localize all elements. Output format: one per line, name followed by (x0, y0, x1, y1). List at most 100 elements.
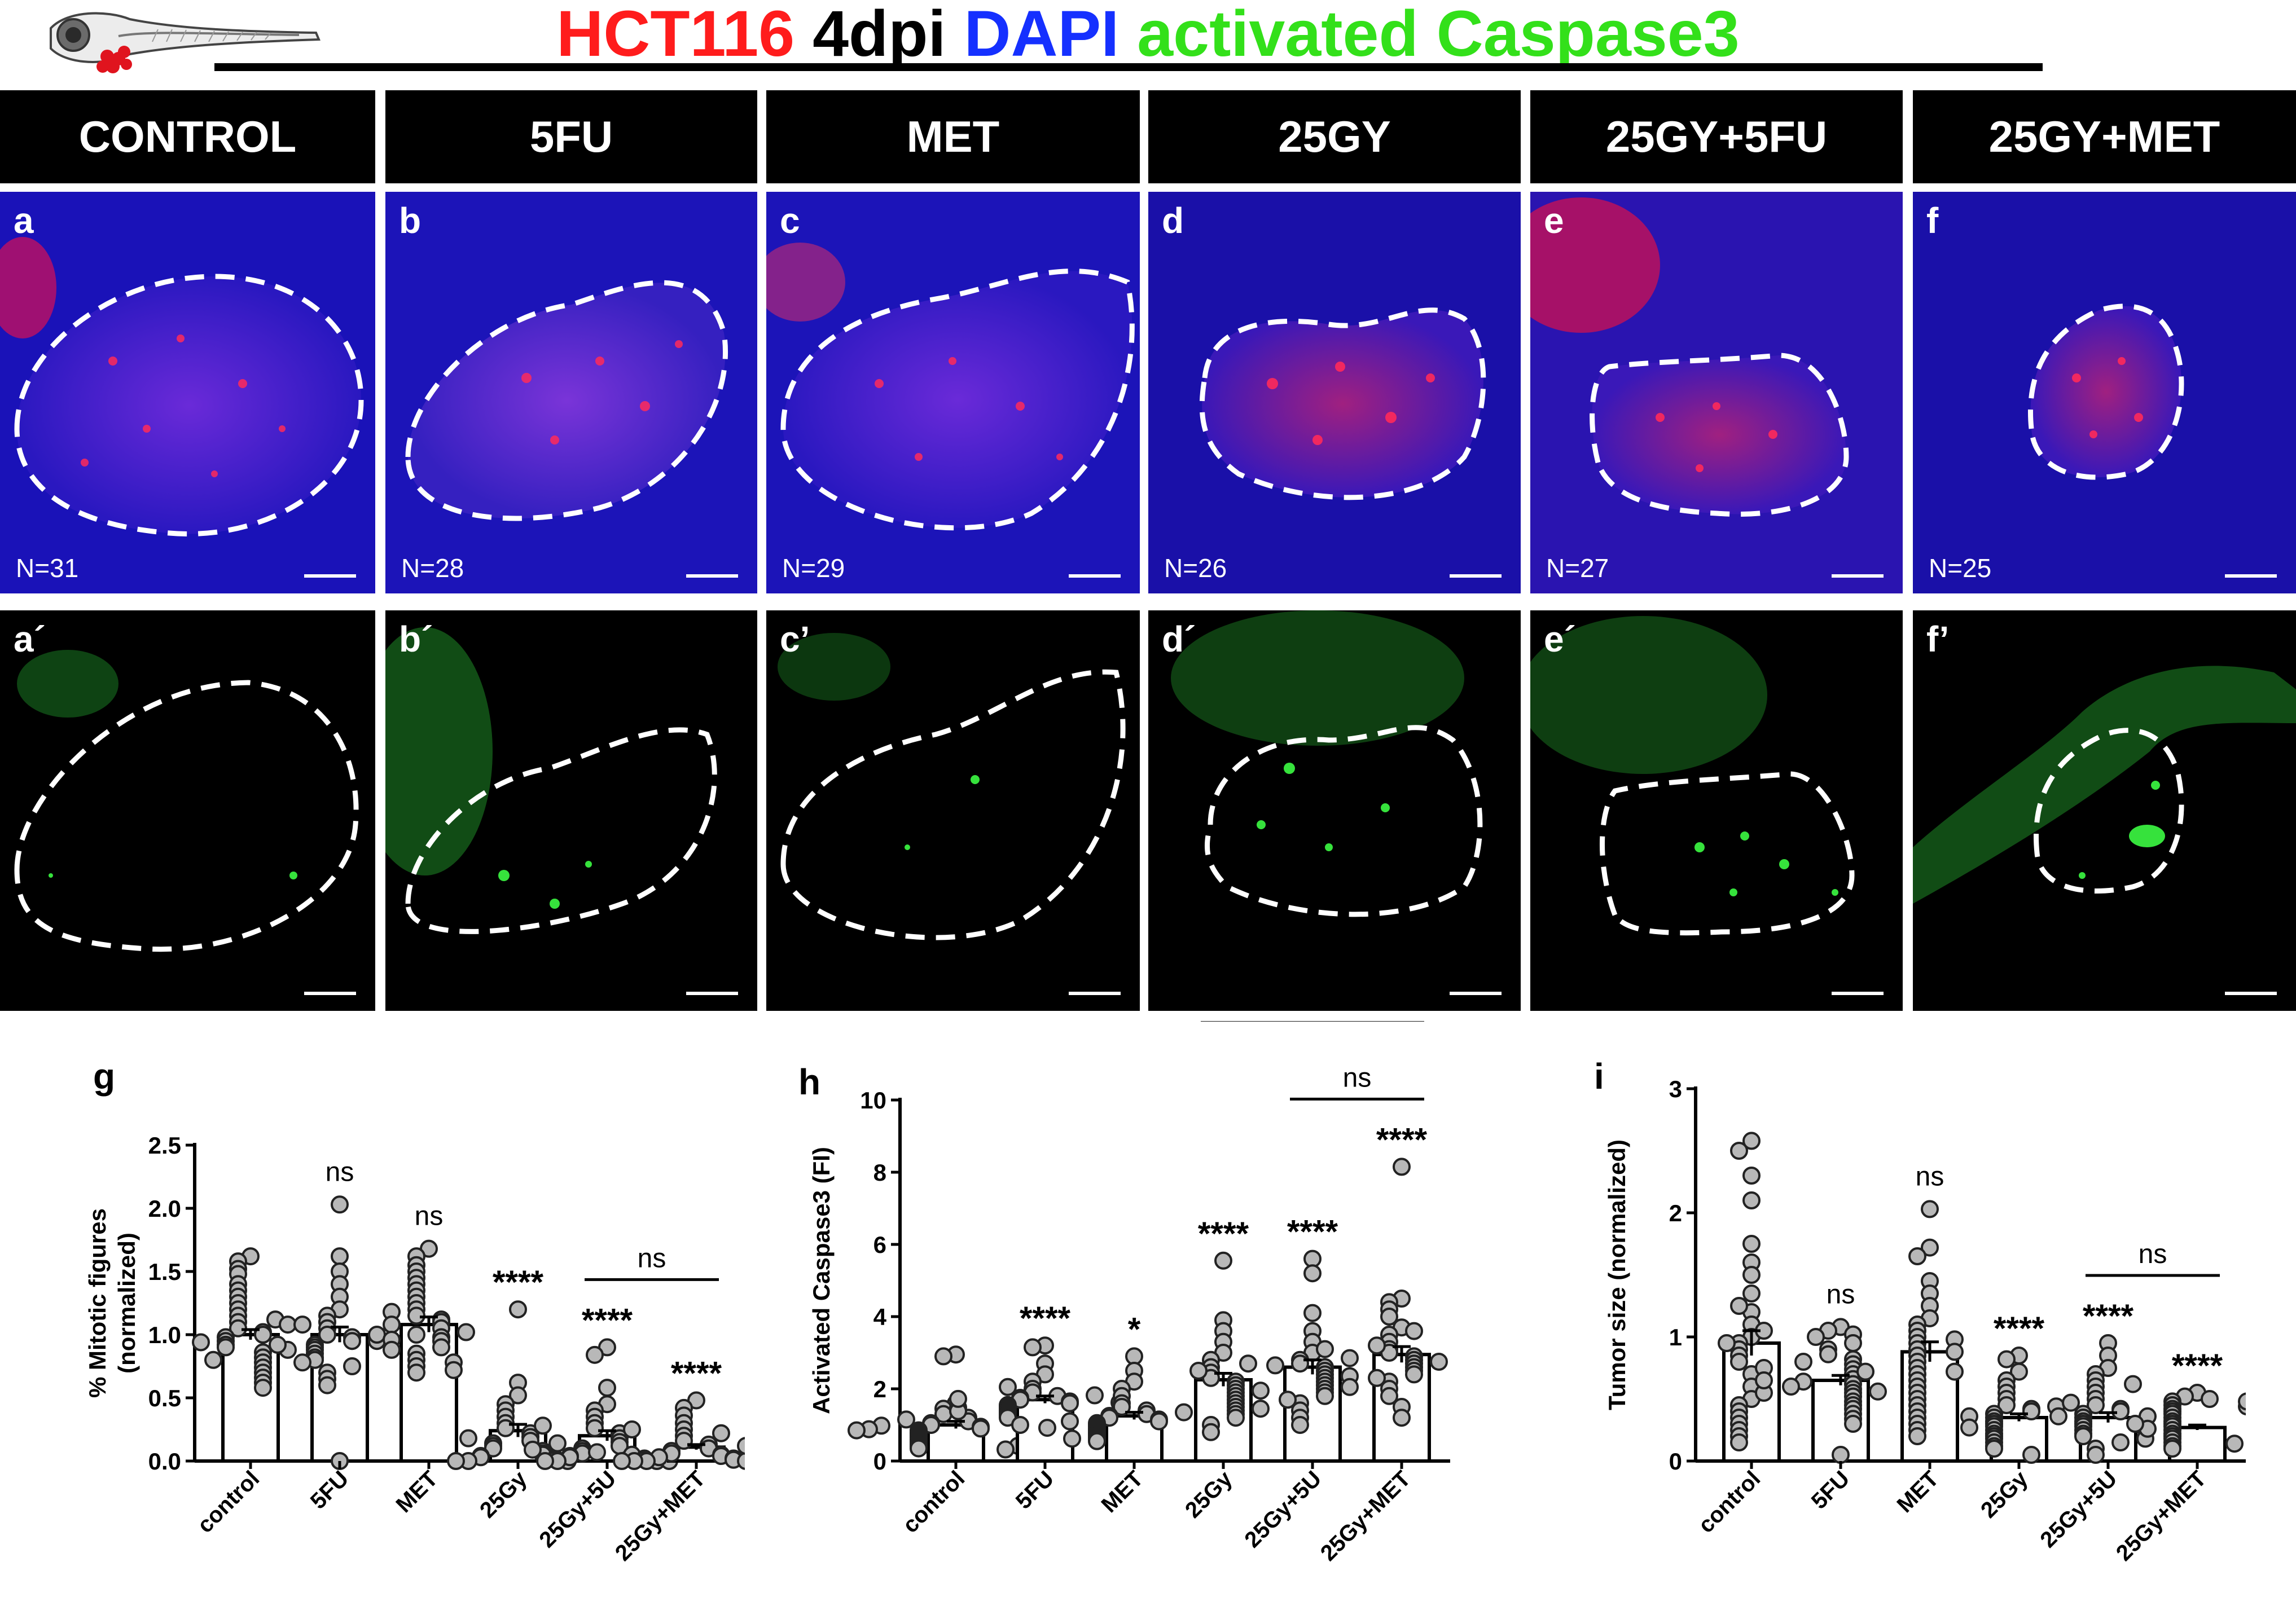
data-point (1807, 1328, 1825, 1346)
y-tick-label: 10 (860, 1087, 886, 1114)
data-point (331, 1247, 349, 1266)
x-tick-label: 5FU (1807, 1466, 1855, 1514)
data-point (1730, 1297, 1748, 1315)
panel-label-c-prime: c’ (780, 619, 810, 659)
sample-count-f: N=25 (1929, 553, 1992, 583)
chart-panel-letter: i (1594, 1056, 1604, 1097)
data-point (254, 1379, 272, 1397)
data-point (1946, 1343, 1964, 1361)
data-point (1341, 1378, 1359, 1396)
y-tick-label: 1 (1669, 1324, 1682, 1350)
data-point (331, 1195, 349, 1214)
data-point (586, 1419, 604, 1437)
y-tick-label: 2.5 (148, 1132, 181, 1159)
data-point (2022, 1402, 2040, 1420)
data-point (613, 1452, 631, 1470)
scale-bar (686, 574, 738, 578)
x-tick-label: 25Gy (1976, 1466, 2033, 1523)
x-tick-label: 25Gy+5U (1240, 1466, 1326, 1552)
x-tick-label: MET (1893, 1466, 1944, 1517)
data-point (343, 1357, 361, 1375)
data-point (1150, 1412, 1168, 1431)
x-tick-label: 25Gy+MET (611, 1466, 710, 1566)
data-point (318, 1326, 336, 1344)
data-point (1908, 1427, 1926, 1445)
panel-label-e-prime: e´ (1544, 619, 1576, 659)
y-axis-label-line: (normalized) (113, 1233, 140, 1374)
scale-bar (2225, 992, 2277, 995)
y-tick-label: 0 (873, 1448, 886, 1475)
data-point (1239, 1354, 1257, 1373)
data-point (217, 1338, 235, 1357)
panel-label-b-prime: b´ (399, 619, 433, 659)
data-point (407, 1326, 425, 1344)
data-point (343, 1332, 361, 1350)
data-point (1175, 1403, 1193, 1422)
data-point (1038, 1419, 1056, 1437)
data-point (368, 1326, 386, 1344)
data-point (1063, 1429, 1081, 1448)
data-point (598, 1379, 616, 1397)
micrograph-caspase-25gy-5fu: e´ (1530, 610, 1903, 1011)
data-point (204, 1350, 222, 1369)
data-point (1086, 1386, 1104, 1405)
chart-panel-letter: h (798, 1062, 820, 1102)
significance-label: **** (1198, 1216, 1249, 1252)
data-point (1782, 1378, 1800, 1396)
column-header-25gy: 25GY (1148, 90, 1521, 183)
data-point (1252, 1381, 1270, 1400)
y-tick-label: 1.5 (148, 1259, 181, 1285)
column-header-25gy-5fu: 25GY+5FU (1530, 90, 1903, 183)
data-point (1742, 1266, 1761, 1284)
data-point (1742, 1167, 1761, 1185)
data-point (1061, 1394, 1079, 1413)
scale-bar (1450, 574, 1502, 578)
panel-label-b: b (399, 200, 422, 241)
chart-i-svg: i Tumor size (normalized) 0 1 2 3 control 5FU ns… (1594, 1056, 2256, 1566)
data-point (1061, 1412, 1079, 1431)
panel-label-c: c (780, 200, 800, 241)
y-axis-label-line: Activated Caspase3 (FI) (808, 1147, 835, 1414)
data-point (910, 1439, 928, 1458)
data-point (737, 1437, 755, 1455)
data-point (1869, 1382, 1887, 1401)
y-axis-label: % Mitotic figures (normalized) (84, 1208, 140, 1398)
data-point (1291, 1354, 1309, 1373)
column-header-25gy-met: 25GY+MET (1913, 90, 2296, 183)
data-point (1316, 1340, 1334, 1358)
significance-label: **** (582, 1302, 633, 1339)
data-point (1252, 1400, 1270, 1418)
significance-label: **** (1020, 1300, 1071, 1337)
data-point (588, 1443, 606, 1462)
y-tick-label: 0 (1669, 1448, 1682, 1475)
title-caspase3: activated Caspase3 (1137, 0, 1740, 70)
chart-panel-letter: g (93, 1056, 115, 1097)
data-point (1291, 1416, 1309, 1434)
x-tick-label: 25Gy+MET (1316, 1466, 1416, 1566)
data-point (509, 1386, 527, 1405)
sample-count-b: N=28 (401, 553, 464, 583)
data-point (2022, 1446, 2040, 1464)
data-point (1430, 1353, 1448, 1371)
data-point (1393, 1158, 1411, 1176)
y-axis-label: Activated Caspase3 (FI) (808, 1147, 835, 1414)
chart-activated-caspase3: h Activated Caspase3 (FI) 0 2 4 6 8 10 control 5F… (784, 984, 1452, 1602)
data-point (934, 1347, 952, 1366)
y-tick-label: 8 (873, 1159, 886, 1186)
x-tick-label: control (898, 1466, 969, 1538)
scale-bar (1069, 992, 1121, 995)
significance-label: **** (2083, 1298, 2134, 1335)
chart-h-svg: h Activated Caspase3 (FI) 0 2 4 6 8 10 control 5F… (798, 984, 1452, 1566)
data-point (1960, 1418, 1978, 1437)
data-point (1998, 1396, 2016, 1414)
comparison-label: ns (2139, 1239, 2167, 1269)
data-point (432, 1338, 450, 1357)
micrograph-caspase-met: c’ (766, 610, 1140, 1011)
data-point (2163, 1440, 2181, 1458)
data-point (1011, 1416, 1029, 1434)
figure-title: HCT116 4dpi DAPI activated Caspase3 (0, 0, 2296, 71)
data-point (1742, 1132, 1761, 1150)
micrograph-dapi-25gy-met: f N=25 (1913, 192, 2296, 593)
data-point (1113, 1398, 1131, 1416)
data-point (548, 1434, 567, 1453)
